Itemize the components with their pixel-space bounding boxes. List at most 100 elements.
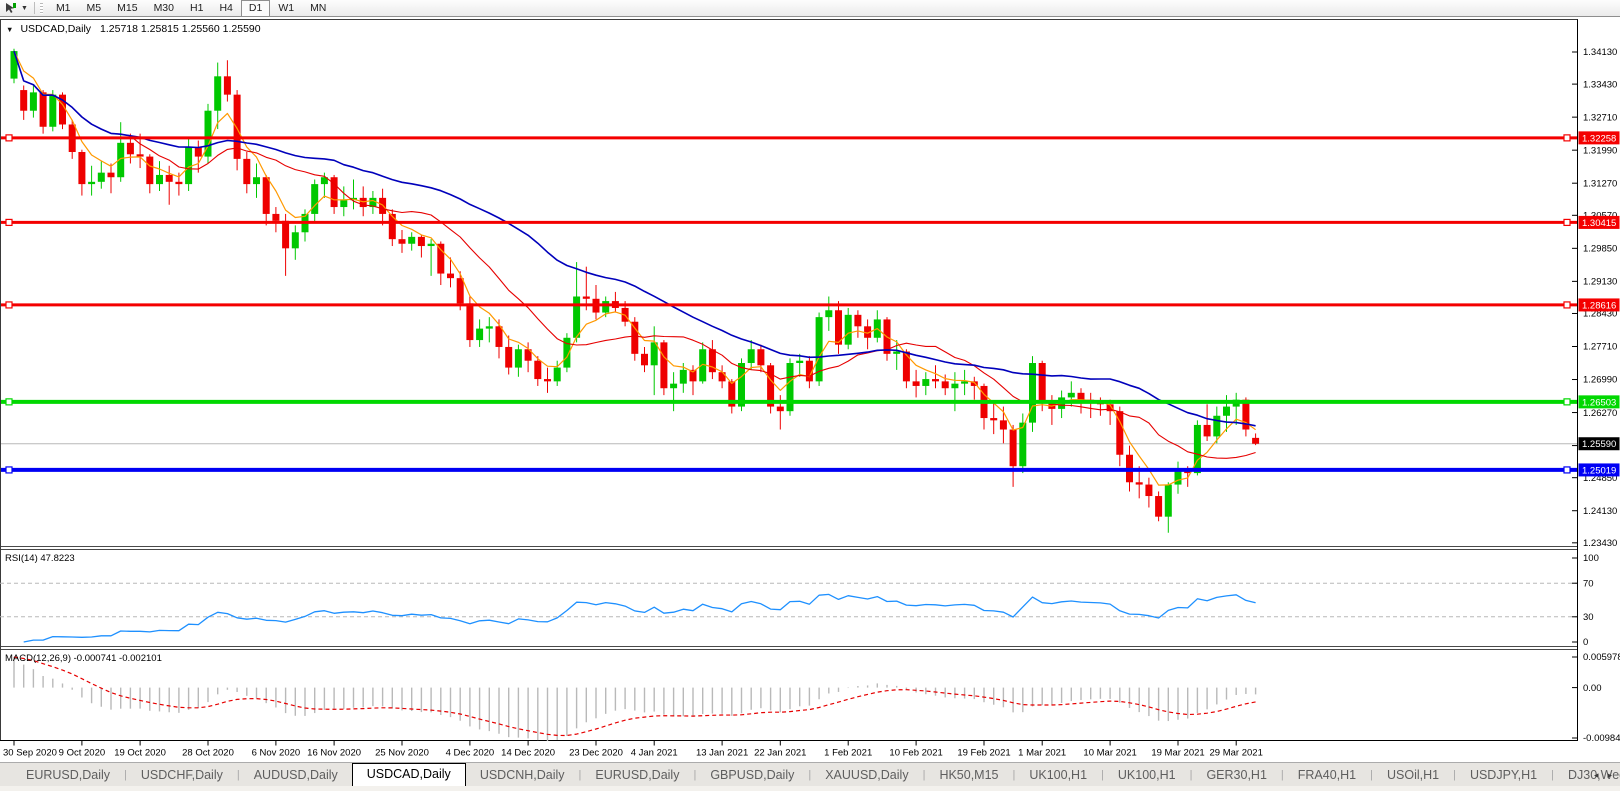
tab-usdchf-daily[interactable]: USDCHF,Daily: [140, 768, 223, 782]
tab-eurusd-daily[interactable]: EURUSD,Daily: [595, 768, 680, 782]
tab-divider: |: [693, 769, 697, 781]
candle-body: [59, 94, 66, 125]
rsi-tick-label: 0: [1583, 637, 1588, 648]
date-tick-label: 10 Feb 2021: [889, 748, 942, 759]
line-handle[interactable]: [5, 398, 13, 406]
tab-divider: |: [1453, 769, 1456, 781]
price-tick-label: 1.26990: [1583, 375, 1617, 386]
timeframe-h4-button[interactable]: H4: [219, 1, 233, 14]
tab-usdcnh-daily[interactable]: USDCNH,Daily: [479, 768, 565, 782]
tab-divider: |: [922, 769, 926, 781]
tab-usoil-h1[interactable]: USOil,H1: [1386, 768, 1440, 782]
hline-price-label: 1.30415: [1582, 218, 1616, 229]
chart-cursor-icon[interactable]: [2, 1, 18, 15]
line-handle[interactable]: [5, 301, 13, 309]
timeframe-m15-button[interactable]: M15: [117, 1, 138, 14]
candle-body: [1223, 406, 1230, 416]
line-handle[interactable]: [1563, 466, 1571, 474]
candle-body: [563, 337, 571, 368]
candle-body: [534, 360, 542, 380]
line-handle[interactable]: [5, 134, 13, 142]
current-price-label: 1.25590: [1582, 439, 1616, 450]
chevron-down-icon[interactable]: ▼: [21, 4, 28, 12]
timeframe-h1-button[interactable]: H1: [190, 1, 204, 14]
tab-hk50-m15[interactable]: HK50,M15: [939, 768, 999, 782]
chart-background: [0, 17, 1620, 762]
candle-body: [1213, 415, 1221, 437]
hline-price-label-box: [1578, 395, 1620, 409]
line-handle[interactable]: [1563, 301, 1571, 309]
price-tick-label: 1.24850: [1583, 473, 1617, 484]
timeframe-m5-button[interactable]: M5: [86, 1, 102, 14]
tab-dj30-weekly[interactable]: DJ30,Weekly: [1567, 768, 1620, 782]
candle-body: [272, 213, 280, 221]
candle-body: [553, 367, 561, 382]
date-tick-label: 29 Mar 2021: [1210, 748, 1263, 759]
line-handle[interactable]: [5, 466, 13, 474]
candle-body: [641, 353, 648, 366]
candle-body: [223, 76, 231, 95]
candle-body: [146, 156, 154, 185]
candle-body: [466, 303, 474, 341]
hline-price-label: 1.28616: [1582, 300, 1616, 311]
candle-body: [805, 360, 813, 382]
candle-body: [864, 326, 872, 338]
price-chart-canvas[interactable]: 1.341301.334301.327101.319901.312701.305…: [0, 17, 1620, 762]
timeframe-w1-button[interactable]: W1: [278, 1, 295, 14]
candles-group: [10, 48, 1260, 533]
macd-indicator-label: MACD(12,26,9) -0.000741 -0.002101: [5, 653, 162, 664]
line-handle[interactable]: [1563, 218, 1571, 227]
candle-body: [582, 296, 590, 299]
candle-body: [1164, 484, 1172, 517]
tabs-scroll-right-icon[interactable]: ▸: [1607, 770, 1612, 780]
tab-uk100-h1[interactable]: UK100,H1: [1117, 768, 1176, 782]
candle-body: [689, 369, 697, 382]
date-tick-label: 4 Dec 2020: [446, 748, 495, 759]
candle-body: [902, 351, 910, 382]
date-tick-label: 16 Nov 2020: [307, 748, 361, 759]
chart-menu-icon[interactable]: ▼: [6, 24, 14, 34]
toolbar-grip[interactable]: [39, 2, 44, 14]
date-tick-label: 1 Feb 2021: [824, 748, 872, 759]
tab-eurusd-daily[interactable]: EURUSD,Daily: [26, 768, 111, 782]
macd-tick-label: 0.00: [1583, 683, 1602, 694]
candle-body: [1242, 399, 1250, 430]
tab-usdjpy-h1[interactable]: USDJPY,H1: [1469, 768, 1538, 782]
candle-body: [776, 406, 784, 412]
price-tick-label: 1.31270: [1583, 178, 1617, 189]
candle-body: [359, 197, 367, 208]
line-handle[interactable]: [1563, 398, 1571, 406]
date-tick-label: 6 Nov 2020: [252, 748, 301, 759]
tab-gbpusd-daily[interactable]: GBPUSD,Daily: [710, 768, 795, 782]
tab-divider: |: [1551, 769, 1554, 781]
candle-body: [320, 177, 328, 185]
price-tick-label: 1.31990: [1583, 145, 1617, 156]
tab-fra40-h1[interactable]: FRA40,H1: [1297, 768, 1357, 782]
date-tick-label: 14 Dec 2020: [501, 748, 555, 759]
line-handle[interactable]: [5, 218, 13, 227]
candle-body: [107, 172, 115, 178]
tab-ger30-h1[interactable]: GER30,H1: [1206, 768, 1267, 782]
timeframe-m1-button[interactable]: M1: [55, 1, 71, 14]
line-handle[interactable]: [1563, 134, 1571, 142]
tabs-scroll-left-icon[interactable]: ◂: [1593, 770, 1599, 780]
candle-body: [408, 236, 416, 244]
timeframe-mn-button[interactable]: MN: [310, 1, 327, 14]
candle-body: [999, 420, 1007, 430]
candle-body: [951, 383, 959, 389]
candle-body: [1135, 482, 1143, 485]
tab-audusd-daily[interactable]: AUDUSD,Daily: [253, 768, 338, 782]
candle-body: [262, 177, 270, 214]
candle-body: [650, 342, 658, 366]
candle-body: [369, 197, 377, 208]
candle-body: [718, 372, 726, 382]
candle-body: [340, 200, 348, 208]
tab-usdcad-daily[interactable]: USDCAD,Daily: [351, 763, 466, 786]
candle-body: [854, 314, 862, 327]
timeframe-m30-button[interactable]: M30: [153, 1, 174, 14]
timeframe-d1-button[interactable]: D1: [240, 0, 271, 17]
tab-uk100-h1[interactable]: UK100,H1: [1029, 768, 1088, 782]
tab-xauusd-daily[interactable]: XAUUSD,Daily: [825, 768, 909, 782]
candle-body: [417, 236, 425, 247]
tab-divider: |: [124, 769, 127, 781]
